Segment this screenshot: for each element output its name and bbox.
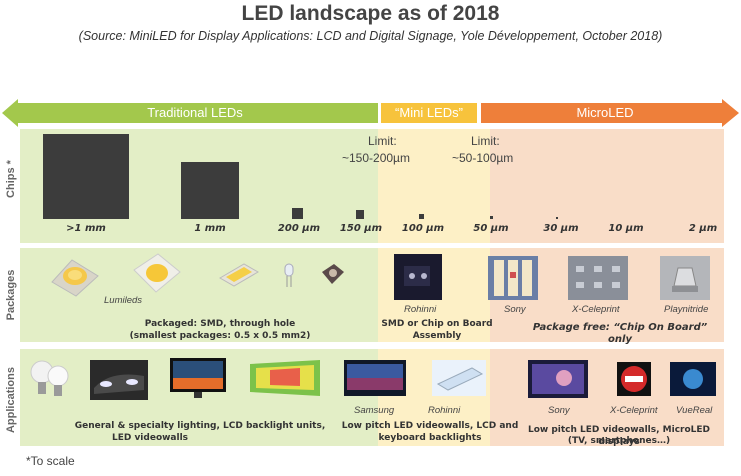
chip-1mm: [181, 162, 239, 219]
chip-size-label: 50 µm: [473, 223, 509, 234]
traditional-packages-bg: [20, 248, 378, 342]
videowall-image: [250, 360, 320, 396]
rohinni-keyboard-image: [432, 360, 486, 396]
chip-100um: [419, 214, 424, 219]
traditional-leds-label: Traditional LEDs: [147, 105, 243, 120]
chip-50um: [490, 216, 493, 219]
chip-size-label: 100 µm: [401, 223, 445, 234]
chips-row-label: Chips *: [5, 160, 17, 198]
mini-limit-line2: ~150-200µm: [342, 151, 410, 165]
traditional-package-caption-1: Packaged: SMD, through hole: [144, 319, 296, 329]
packages-row-label: Packages: [5, 269, 17, 321]
chip-1mm-plus: [43, 134, 129, 219]
mini-package-caption-2: Assembly: [412, 331, 462, 341]
micro-package-caption: Package free: “Chip On Board” only: [532, 322, 708, 345]
sony-application-label: Sony: [548, 405, 570, 416]
xceleprint-package-image: [568, 256, 628, 300]
chip-size-label: 2 µm: [688, 223, 718, 234]
rohinni-application-label: Rohinni: [428, 405, 461, 416]
chip-200um: [292, 208, 303, 219]
mini-application-caption-1: Low pitch LED videowalls, LCD and: [341, 421, 519, 431]
chip-size-label: 1 mm: [194, 223, 226, 234]
led-package-image: [51, 259, 99, 297]
rohinni-package-label: Rohinni: [404, 304, 437, 315]
traditional-arrow-segment: [2, 99, 378, 127]
micro-limit-line2: ~50-100µm: [452, 151, 514, 165]
micro-limit-line1: Limit:: [471, 134, 500, 148]
xceleprint-display-image: [617, 362, 651, 396]
xceleprint-package-label: X-Celeprint: [572, 304, 620, 315]
chip-size-label: 150 µm: [339, 223, 383, 234]
car-headlights-image: [90, 360, 148, 400]
rgb-led-image: [322, 264, 344, 284]
micro-application-caption-1: Low pitch LED videowalls, MicroLED displ…: [527, 425, 711, 447]
chip-size-label: 10 µm: [608, 223, 644, 234]
chip-150um: [356, 210, 364, 219]
page-subtitle: (Source: MiniLED for Display Application…: [78, 29, 663, 43]
mini-package-caption-1: SMD or Chip on Board: [381, 319, 493, 329]
traditional-application-caption-1: General & specialty lighting, LCD backli…: [74, 421, 326, 431]
micro-chips-bg: [490, 129, 724, 243]
chip-30um: [556, 217, 558, 219]
chip-size-label: 30 µm: [543, 223, 579, 234]
sony-display-image: [528, 360, 588, 398]
vuereal-application-label: VueReal: [676, 405, 713, 416]
micro-application-caption-2: (TV, smartphones…): [567, 436, 671, 446]
playnitride-package-label: Playnitride: [664, 304, 709, 315]
traditional-package-caption-2: (smallest packages: 0.5 x 0.5 mm2): [129, 331, 311, 341]
samsung-videowall-image: [344, 360, 406, 396]
tv-image: [170, 358, 226, 398]
chip-size-label: >1 mm: [66, 223, 106, 234]
mini-application-caption-2: keyboard backlights: [378, 433, 482, 443]
vuereal-display-image: [670, 362, 716, 396]
technology-arrow: [2, 99, 739, 127]
scale-footnote: *To scale: [26, 454, 75, 468]
micro-arrow-segment: [481, 99, 739, 127]
samsung-label: Samsung: [354, 405, 395, 416]
mini-arrow-segment: [381, 103, 477, 123]
chip-size-label: 200 µm: [277, 223, 321, 234]
smd-led-image: [219, 263, 259, 287]
traditional-application-caption-2: LED videowalls: [111, 433, 189, 443]
sony-package-label: Sony: [504, 304, 526, 315]
page-title: LED landscape as of 2018: [241, 2, 500, 25]
lumileds-label: Lumileds: [104, 295, 143, 306]
mini-leds-label: “Mini LEDs”: [395, 105, 463, 120]
microled-label: MicroLED: [576, 105, 634, 120]
cob-led-image: [133, 253, 181, 293]
through-hole-led-image: [284, 263, 294, 287]
xceleprint-application-label: X-Celeprint: [610, 405, 658, 416]
mini-chips-bg: [378, 129, 490, 243]
mini-limit-line1: Limit:: [368, 134, 397, 148]
sony-package-image: [488, 256, 538, 300]
rohinni-package-image: [394, 254, 442, 300]
playnitride-package-image: [660, 256, 710, 300]
led-bulbs-image: [30, 360, 69, 396]
